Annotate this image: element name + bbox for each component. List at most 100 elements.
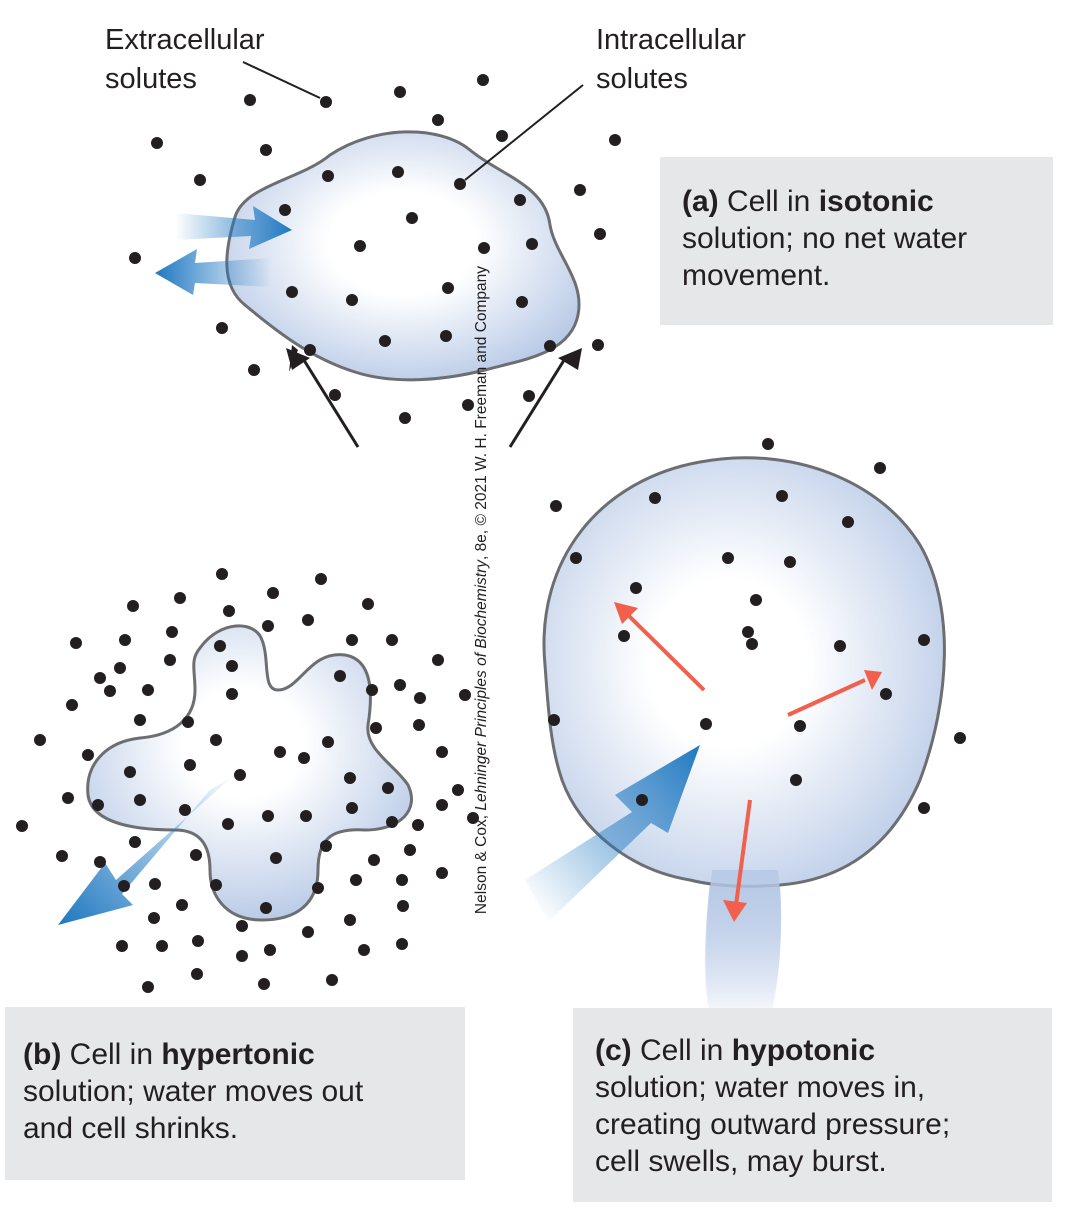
water-in-arrow-large: [525, 745, 700, 922]
solute-dot: [274, 746, 286, 758]
credit-authors: Nelson & Cox,: [473, 810, 490, 915]
solute-dot: [216, 568, 228, 580]
solute-dot: [56, 850, 68, 862]
solute-dot: [329, 389, 341, 401]
solute-dot: [630, 582, 642, 594]
solute-dot: [148, 912, 160, 924]
solute-dot: [516, 296, 528, 308]
solute-dot: [394, 86, 406, 98]
panel-b: [16, 568, 479, 993]
solute-dot: [104, 685, 116, 697]
solute-dot: [784, 556, 796, 568]
caption-box-b: [5, 1007, 465, 1180]
credit-title: Lehninger Principles of Biochemistry: [473, 559, 490, 811]
solute-dot: [315, 573, 327, 585]
caption-a-pre: Cell in: [718, 185, 819, 218]
solute-dot: [164, 654, 176, 666]
solute-dot: [129, 252, 141, 264]
solute-dot: [129, 836, 141, 848]
solute-dot: [62, 792, 74, 804]
water-in-arrow: [175, 206, 292, 249]
solute-dot: [124, 766, 136, 778]
solute-dot: [304, 344, 316, 356]
solute-dot: [392, 166, 404, 178]
solute-dot: [322, 736, 334, 748]
solute-dot: [82, 749, 94, 761]
caption-b-line3: and cell shrinks.: [23, 1112, 239, 1145]
solute-dot: [194, 174, 206, 186]
credit-edition: , 8e, © 2021 W. H. Freeman and Company: [473, 265, 490, 560]
solute-dot: [514, 194, 526, 206]
solute-dot: [223, 605, 235, 617]
caption-b-letter: (b): [23, 1038, 62, 1071]
solute-dot: [574, 184, 586, 196]
solute-dot: [134, 714, 146, 726]
solute-dot: [244, 94, 256, 106]
solute-dot: [459, 689, 471, 701]
solute-dot: [298, 752, 310, 764]
caption-a-line2: solution; no net water: [682, 222, 968, 255]
panel-c: [525, 438, 966, 1022]
solute-dot: [918, 802, 930, 814]
solute-dot: [192, 935, 204, 947]
extracellular-label: Extracellular solutes: [105, 24, 273, 95]
solute-dot: [166, 626, 178, 638]
solute-dot: [344, 772, 356, 784]
solute-dot: [362, 598, 374, 610]
caption-b-bold: hypertonic: [161, 1038, 315, 1071]
solute-dot: [550, 500, 562, 512]
extracellular-leader: [242, 61, 321, 99]
solute-dot: [258, 978, 270, 990]
solute-dot: [114, 662, 126, 674]
solute-dot: [262, 620, 274, 632]
solute-dot: [344, 914, 356, 926]
solute-dot: [236, 920, 248, 932]
solute-dot: [700, 718, 712, 730]
solute-dot: [454, 178, 466, 190]
caption-c-bold: hypotonic: [731, 1034, 876, 1067]
caption-box-a: [660, 157, 1053, 325]
caption-b-line2: solution; water moves out: [23, 1075, 364, 1108]
solute-dot: [322, 170, 334, 182]
solute-dot: [346, 802, 358, 814]
solute-dot: [462, 399, 474, 411]
solute-dot: [149, 878, 161, 890]
solute-dot: [350, 874, 362, 886]
solute-dot: [436, 746, 448, 758]
solute-dot: [880, 688, 892, 700]
solute-dot: [300, 810, 312, 822]
solute-dot: [236, 950, 248, 962]
solute-dot: [267, 587, 279, 599]
solute-dot: [119, 634, 131, 646]
solute-dot: [151, 137, 163, 149]
solute-dot: [190, 849, 202, 861]
solute-dot: [544, 340, 556, 352]
caption-b: (b) Cell in hypertonic solution; water m…: [23, 1036, 463, 1147]
transition-arrow-to-c: [508, 348, 582, 448]
solute-dot: [636, 794, 648, 806]
solute-dot: [174, 592, 186, 604]
solute-dot: [176, 899, 188, 911]
solute-dot: [478, 242, 490, 254]
solute-dot: [397, 900, 409, 912]
caption-box-c: [573, 1008, 1052, 1202]
solute-dot: [366, 684, 378, 696]
solute-dot: [404, 844, 416, 856]
solute-dot: [118, 880, 130, 892]
solute-dot: [312, 882, 324, 894]
solute-dot: [226, 660, 238, 672]
solute-dot: [440, 330, 452, 342]
solute-dot: [346, 294, 358, 306]
intracellular-label: Intracellular solutes: [596, 24, 754, 95]
solute-dot: [142, 684, 154, 696]
solute-dot: [379, 335, 391, 347]
solute-dot: [432, 114, 444, 126]
solute-dot: [248, 364, 260, 376]
solute-dot: [394, 679, 406, 691]
solute-dot: [842, 516, 854, 528]
solute-dot: [386, 816, 398, 828]
solute-dot: [222, 818, 234, 830]
solute-dot: [226, 688, 238, 700]
solute-dot: [191, 968, 203, 980]
